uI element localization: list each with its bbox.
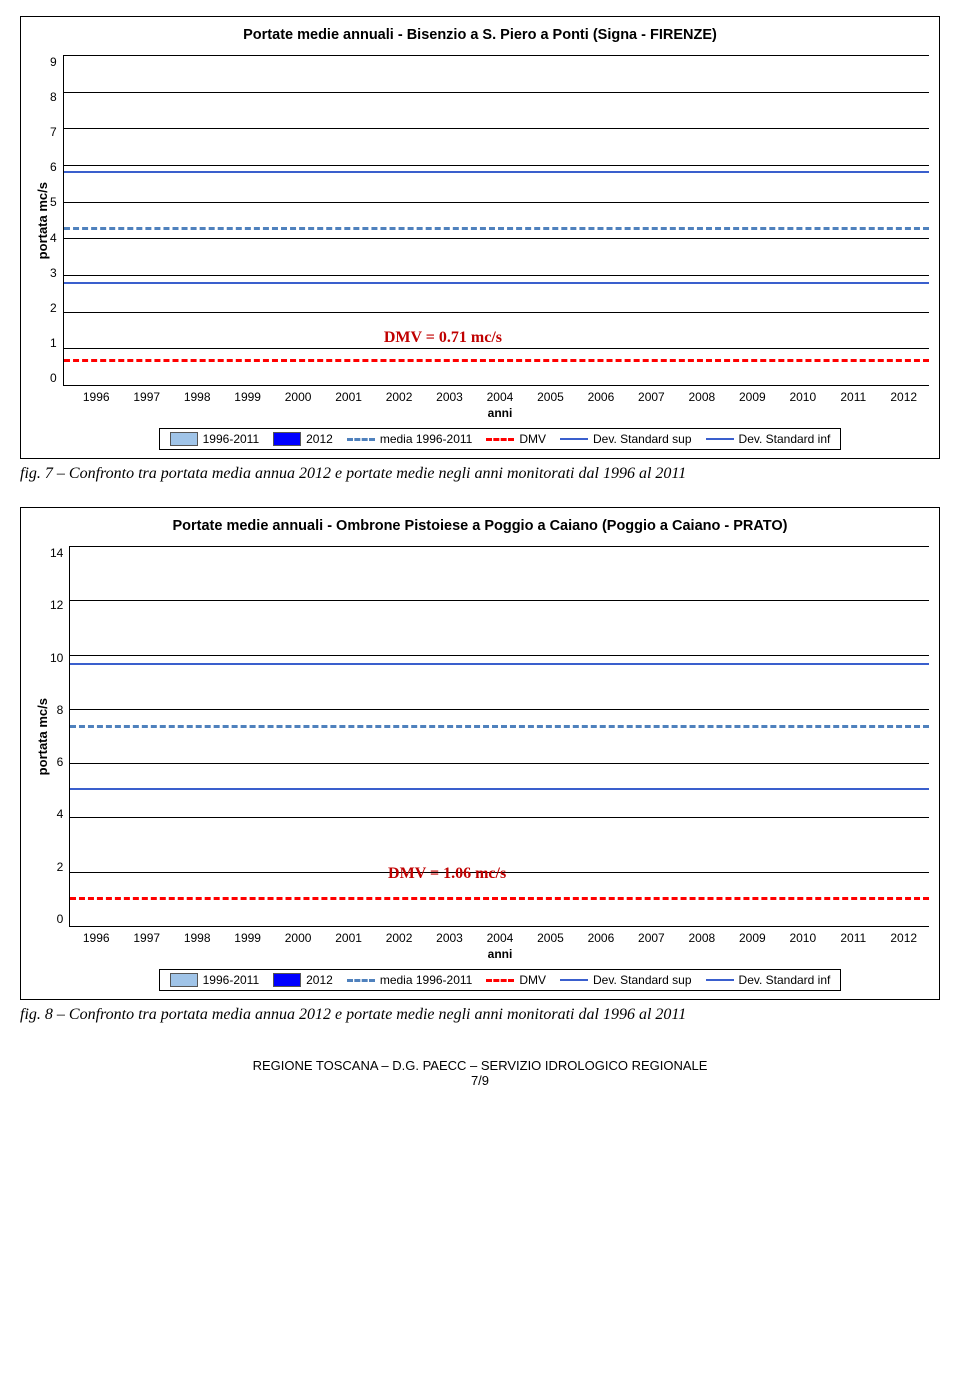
xtick: 2005	[525, 390, 575, 404]
legend-item: DMV	[486, 432, 546, 446]
legend-item: Dev. Standard sup	[560, 973, 692, 987]
xtick: 1996	[71, 931, 121, 945]
xtick: 2003	[424, 390, 474, 404]
footer-line-1: REGIONE TOSCANA – D.G. PAECC – SERVIZIO …	[20, 1058, 940, 1073]
chart-1-xaxis: 1996199719981999200020012002200320042005…	[71, 390, 929, 404]
xtick: 2008	[677, 390, 727, 404]
dmv-annotation: DMV = 1.06 mc/s	[388, 865, 506, 883]
chart-1-xlabel: anni	[71, 406, 929, 420]
legend-item: DMV	[486, 973, 546, 987]
legend-item: 2012	[273, 973, 333, 987]
dmv-annotation: DMV = 0.71 mc/s	[384, 329, 502, 347]
ytick: 6	[50, 160, 57, 174]
chart-1-title: Portate medie annuali - Bisenzio a S. Pi…	[31, 27, 929, 43]
legend-item: Dev. Standard inf	[706, 432, 831, 446]
caption-1: fig. 7 – Confronto tra portata media ann…	[20, 465, 940, 483]
chart-2: Portate medie annuali - Ombrone Pistoies…	[20, 507, 940, 1000]
xtick: 2001	[323, 931, 373, 945]
xtick: 1999	[222, 390, 272, 404]
ytick: 2	[50, 301, 57, 315]
caption-2: fig. 8 – Confronto tra portata media ann…	[20, 1006, 940, 1024]
xtick: 2000	[273, 931, 323, 945]
ytick: 2	[57, 860, 64, 874]
ytick: 9	[50, 55, 57, 69]
xtick: 2002	[374, 931, 424, 945]
xtick: 1998	[172, 390, 222, 404]
xtick: 2007	[626, 931, 676, 945]
chart-1-legend: 1996-2011 2012 media 1996-2011 DMV Dev. Stan…	[159, 428, 842, 450]
ytick: 12	[50, 598, 63, 612]
xtick: 2001	[323, 390, 373, 404]
xtick: 1997	[121, 390, 171, 404]
xtick: 2012	[879, 390, 929, 404]
ytick: 14	[50, 546, 63, 560]
xtick: 2008	[677, 931, 727, 945]
legend-item: 1996-2011	[170, 973, 260, 987]
ytick: 0	[50, 371, 57, 385]
xtick: 2006	[576, 931, 626, 945]
page-footer: REGIONE TOSCANA – D.G. PAECC – SERVIZIO …	[20, 1058, 940, 1088]
xtick: 1997	[121, 931, 171, 945]
legend-item: 1996-2011	[170, 432, 260, 446]
xtick: 2000	[273, 390, 323, 404]
ytick: 1	[50, 336, 57, 350]
xtick: 1999	[222, 931, 272, 945]
chart-1: Portate medie annuali - Bisenzio a S. Pi…	[20, 16, 940, 459]
chart-2-yaxis: 14 12 10 8 6 4 2 0	[50, 546, 69, 926]
xtick: 2012	[879, 931, 929, 945]
legend-item: Dev. Standard inf	[706, 973, 831, 987]
chart-2-xaxis: 1996199719981999200020012002200320042005…	[71, 931, 929, 945]
xtick: 2003	[424, 931, 474, 945]
ytick: 5	[50, 195, 57, 209]
xtick: 2005	[525, 931, 575, 945]
ytick: 0	[57, 912, 64, 926]
footer-line-2: 7/9	[20, 1073, 940, 1088]
legend-item: 2012	[273, 432, 333, 446]
xtick: 2009	[727, 390, 777, 404]
chart-2-title: Portate medie annuali - Ombrone Pistoies…	[31, 518, 929, 534]
chart-2-ylabel: portata mc/s	[31, 698, 50, 775]
legend-item: Dev. Standard sup	[560, 432, 692, 446]
legend-item: media 1996-2011	[347, 432, 473, 446]
chart-1-yaxis: 9 8 7 6 5 4 3 2 1 0	[50, 55, 63, 385]
xtick: 1998	[172, 931, 222, 945]
ytick: 10	[50, 651, 63, 665]
xtick: 2011	[828, 931, 878, 945]
xtick: 2007	[626, 390, 676, 404]
ytick: 8	[50, 90, 57, 104]
ytick: 6	[57, 755, 64, 769]
xtick: 2006	[576, 390, 626, 404]
chart-2-xlabel: anni	[71, 947, 929, 961]
xtick: 1996	[71, 390, 121, 404]
chart-1-plot: DMV = 0.71 mc/s	[63, 55, 929, 386]
chart-2-legend: 1996-2011 2012 media 1996-2011 DMV Dev. Stan…	[159, 969, 842, 991]
xtick: 2010	[778, 931, 828, 945]
legend-item: media 1996-2011	[347, 973, 473, 987]
xtick: 2002	[374, 390, 424, 404]
xtick: 2004	[475, 390, 525, 404]
ytick: 3	[50, 266, 57, 280]
xtick: 2004	[475, 931, 525, 945]
xtick: 2011	[828, 390, 878, 404]
chart-2-plot: DMV = 1.06 mc/s	[69, 546, 929, 927]
chart-1-ylabel: portata mc/s	[31, 182, 50, 259]
ytick: 8	[57, 703, 64, 717]
xtick: 2009	[727, 931, 777, 945]
ytick: 4	[50, 231, 57, 245]
ytick: 4	[57, 807, 64, 821]
ytick: 7	[50, 125, 57, 139]
xtick: 2010	[778, 390, 828, 404]
